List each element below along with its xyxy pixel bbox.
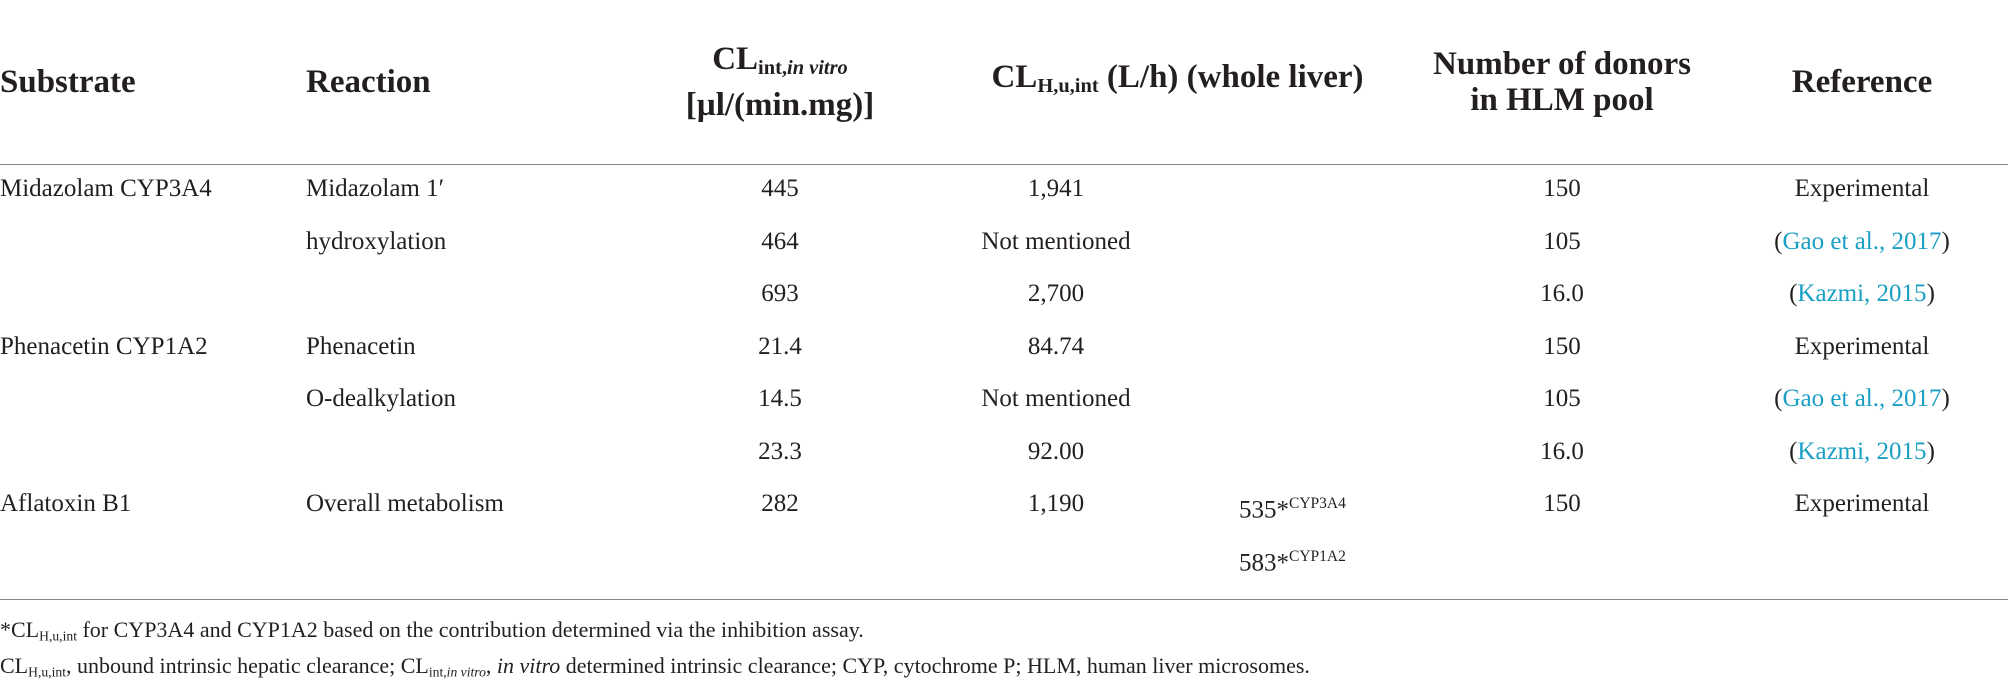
text-segment: in vitro — [496, 653, 561, 678]
text-segment: 583* — [1239, 548, 1289, 576]
table-cell: (Kazmi, 2015) — [1712, 279, 2008, 309]
text-segment: CYP3A4 — [1289, 495, 1346, 512]
text-segment: [µl/(min.mg)] — [685, 86, 875, 123]
table-cell: hydroxylation — [306, 227, 447, 255]
text-segment: , — [485, 653, 497, 678]
table-cell: Aflatoxin B1 — [0, 490, 132, 517]
table-cell: 464 — [761, 227, 799, 255]
table-cell: O-dealkylation — [306, 385, 456, 412]
text-segment: ( — [1774, 227, 1783, 255]
header-cell: Substrate — [0, 0, 290, 164]
header-text: CLH,u,int (L/h) (whole liver) — [950, 59, 1405, 104]
table-cell: 84.74 — [1027, 332, 1085, 360]
table-cell: 2,700 — [1027, 280, 1085, 307]
table-cell: Experimental — [1794, 175, 1930, 202]
table-cell: Not mentioned — [981, 385, 1131, 412]
header-cell: CLint,in vitro [µl/(min.mg)] — [640, 0, 920, 164]
text-segment: int, — [428, 664, 447, 680]
text-segment: H,u,int — [39, 628, 77, 644]
table-cell: 1,190 — [1027, 490, 1085, 517]
footnote: CLH,u,int, unbound intrinsic hepatic cle… — [0, 653, 1310, 685]
text-segment: in vitro — [446, 664, 486, 680]
table-cell: 23.3 — [758, 437, 802, 465]
citation-link[interactable]: Gao et al., 2017 — [1782, 385, 1942, 412]
text-segment: for CYP3A4 and CYP1A2 based on the contr… — [76, 617, 864, 642]
text-segment: ) — [1941, 385, 1950, 412]
table-cell: Not mentioned — [981, 227, 1131, 255]
text-segment: CL — [0, 653, 29, 678]
table-cell: 583*CYP1A2 — [1239, 542, 1439, 578]
table-cell: 445 — [761, 175, 799, 202]
text-segment: ( — [1789, 280, 1798, 307]
citation-link[interactable]: Gao et al., 2017 — [1782, 227, 1942, 255]
citation-link[interactable]: Kazmi, 2015 — [1797, 437, 1927, 465]
header-cell: Reference — [1717, 0, 2007, 164]
header-cell: Number of donors in HLM pool — [1432, 0, 1692, 164]
header-text: Substrate — [0, 64, 136, 100]
table-cell: 150 — [1543, 490, 1581, 517]
text-segment: ( — [1789, 437, 1798, 465]
text-segment: CL — [712, 41, 759, 78]
text-segment: , unbound intrinsic hepatic clearance; C… — [65, 653, 429, 678]
text-segment: CYP1A2 — [1289, 547, 1346, 565]
header-text: Reference — [1791, 64, 1933, 100]
text-segment: H,u,int — [28, 664, 66, 680]
table-cell: Overall metabolism — [306, 490, 504, 517]
table-cell: 1,941 — [1027, 175, 1085, 202]
table-cell: 105 — [1543, 227, 1581, 255]
header-text: Reaction — [306, 64, 431, 100]
text-segment: H,u,int — [1037, 75, 1099, 98]
text-segment: in vitro — [787, 57, 848, 80]
table-cell: (Gao et al., 2017) — [1712, 384, 2008, 414]
table-cell: (Kazmi, 2015) — [1712, 437, 2008, 467]
table-cell: 535*CYP3A4 — [1239, 489, 1439, 525]
text-segment: ) — [1941, 227, 1950, 255]
footnote: *CLH,u,int for CYP3A4 and CYP1A2 based o… — [0, 617, 864, 649]
table-cell: 21.4 — [758, 332, 802, 360]
header-rule — [0, 164, 2008, 165]
text-segment: ) — [1926, 280, 1935, 307]
table-cell: 282 — [761, 490, 799, 517]
footer-rule — [0, 599, 2008, 600]
table-cell: 150 — [1543, 332, 1581, 360]
table-cell: Experimental — [1794, 490, 1930, 517]
text-segment: determined intrinsic clearance; CYP, cyt… — [560, 653, 1310, 678]
text-segment: CL — [991, 59, 1038, 96]
table-cell: 693 — [761, 280, 799, 307]
table-cell: Midazolam 1′ — [306, 175, 445, 202]
header-cell: CLH,u,int (L/h) (whole liver) — [950, 0, 1405, 164]
citation-link[interactable]: Kazmi, 2015 — [1797, 280, 1927, 307]
header-cell: Reaction — [306, 0, 606, 164]
table-cell: 16.0 — [1540, 437, 1584, 465]
table-cell: 150 — [1543, 175, 1581, 202]
text-segment: (L/h) (whole liver) — [1098, 59, 1364, 96]
table-cell: 16.0 — [1540, 280, 1584, 307]
table-cell: 105 — [1543, 385, 1581, 412]
text-segment: int, — [758, 57, 788, 80]
header-text: Number of donors in HLM pool — [1433, 46, 1691, 118]
table-cell: Phenacetin — [306, 332, 416, 360]
header-text: CLint,in vitro [µl/(min.mg)] — [640, 41, 920, 122]
text-segment: ( — [1774, 385, 1783, 412]
text-segment: ) — [1926, 437, 1935, 465]
table-cell: Phenacetin CYP1A2 — [0, 332, 208, 360]
table-cell: 92.00 — [1027, 437, 1085, 465]
table-cell: 14.5 — [758, 385, 802, 412]
table-cell: Midazolam CYP3A4 — [0, 175, 212, 202]
table-cell: (Gao et al., 2017) — [1712, 227, 2008, 257]
table-cell: Experimental — [1794, 332, 1930, 360]
text-segment: 535* — [1239, 496, 1289, 524]
text-segment: *CL — [0, 617, 40, 642]
